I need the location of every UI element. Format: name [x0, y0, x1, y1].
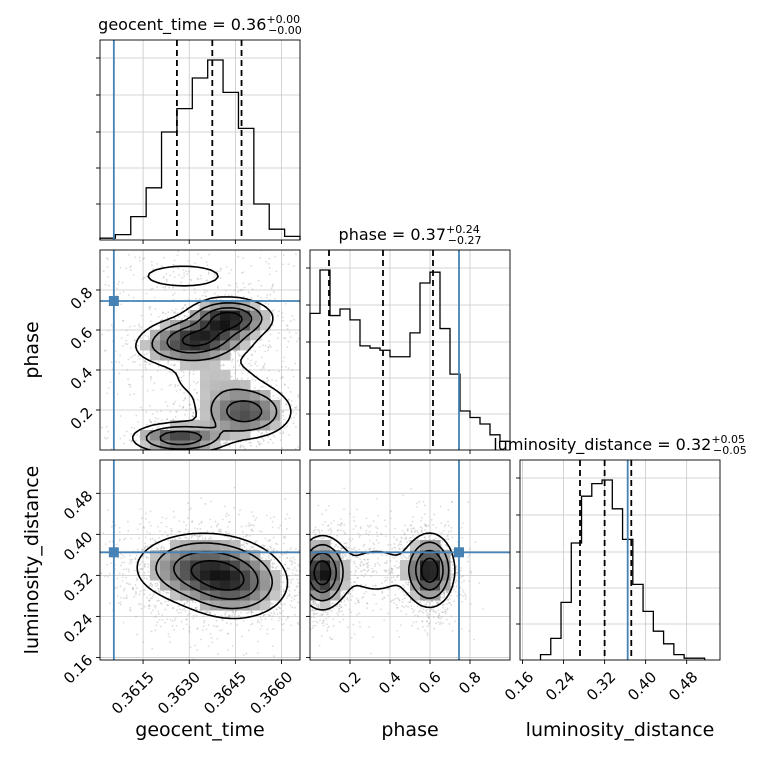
truth-marker [454, 547, 464, 558]
y-tick-label: 0.40 [60, 528, 96, 564]
panel-frame [309, 459, 511, 661]
x-tick-label: 0.24 [542, 668, 578, 704]
contour-line [310, 532, 456, 611]
panel-geocent_time-vs-phase: 0.2 0.4 0.6 0.8 [67, 249, 301, 454]
x-tick-label: 0.2 [335, 668, 365, 698]
title-luminosity_distance: luminosity_distance = 0.32+0.05 −0.05 [493, 433, 747, 457]
y-tick-label: 0.32 [60, 569, 96, 605]
truth-marker [108, 296, 119, 306]
x-tick-label: 0.4 [375, 668, 405, 698]
panel-content [310, 460, 510, 660]
y-tick-label: 0.8 [67, 284, 97, 314]
x-tick-label: 0.16 [501, 668, 537, 704]
contour-line [131, 265, 292, 450]
y-tick-label: 0.16 [60, 651, 96, 687]
x-tick-label: 0.3615 [108, 668, 158, 718]
contour-line [145, 302, 278, 450]
contour-line [190, 559, 245, 591]
x-tick-label: 0.3645 [200, 668, 250, 718]
y-tick-label: 0.24 [60, 610, 96, 646]
title-geocent_time: geocent_time = 0.36+0.00 −0.00 [98, 13, 302, 37]
contour-line [136, 532, 289, 620]
x-tick-label: 0.32 [583, 668, 619, 704]
x-tick-label: 0.3660 [246, 668, 296, 718]
y-axis-label-luminosity_distance: luminosity_distance [21, 466, 43, 655]
hist-step-geocent_time [99, 59, 301, 240]
truth-marker [108, 547, 119, 558]
panel-phase-vs-luminosity_distance: 0.2 0.4 0.6 0.8 [306, 459, 511, 698]
panel-frame [519, 459, 721, 661]
hist-panel-phase: phase = 0.37+0.24 −0.27 [306, 223, 511, 454]
panel-frame [99, 249, 301, 451]
contour-line [310, 549, 444, 594]
x-tick-label: 0.40 [624, 668, 660, 704]
y-tick-label: 0.6 [67, 324, 97, 354]
x-axis-label-luminosity_distance: luminosity_distance [526, 719, 715, 741]
y-tick-label: 0.48 [60, 487, 96, 523]
panel-content [100, 460, 300, 660]
contour-line [313, 557, 439, 586]
hist-panel-geocent_time: geocent_time = 0.36+0.00 −0.00 [96, 13, 302, 244]
y-axis-label-phase: phase [21, 321, 43, 378]
panel-content [100, 250, 300, 450]
hist-step-phase [309, 269, 511, 450]
y-tick-label: 0.2 [67, 404, 97, 434]
x-tick-label: 0.6 [415, 668, 445, 698]
contour-line [181, 311, 243, 347]
panel-frame [99, 39, 301, 241]
x-tick-label: 0.3630 [154, 668, 204, 718]
hist-panel-luminosity_distance: 0.16 0.24 0.32 0.40 0.48 luminosity_distance … [493, 433, 747, 704]
x-axis-label-geocent_time: geocent_time [135, 719, 264, 741]
panel-frame [99, 459, 301, 661]
contour-line [159, 307, 263, 446]
x-tick-label: 0.48 [665, 668, 701, 704]
y-tick-label: 0.4 [67, 364, 97, 394]
contour-line [155, 542, 273, 610]
x-axis-label-phase: phase [381, 719, 438, 741]
x-tick-label: 0.8 [455, 668, 485, 698]
title-phase: phase = 0.37+0.24 −0.27 [339, 223, 482, 247]
contour-line [310, 541, 450, 602]
panel-frame [309, 249, 511, 451]
hist-step-luminosity_distance [539, 479, 706, 660]
